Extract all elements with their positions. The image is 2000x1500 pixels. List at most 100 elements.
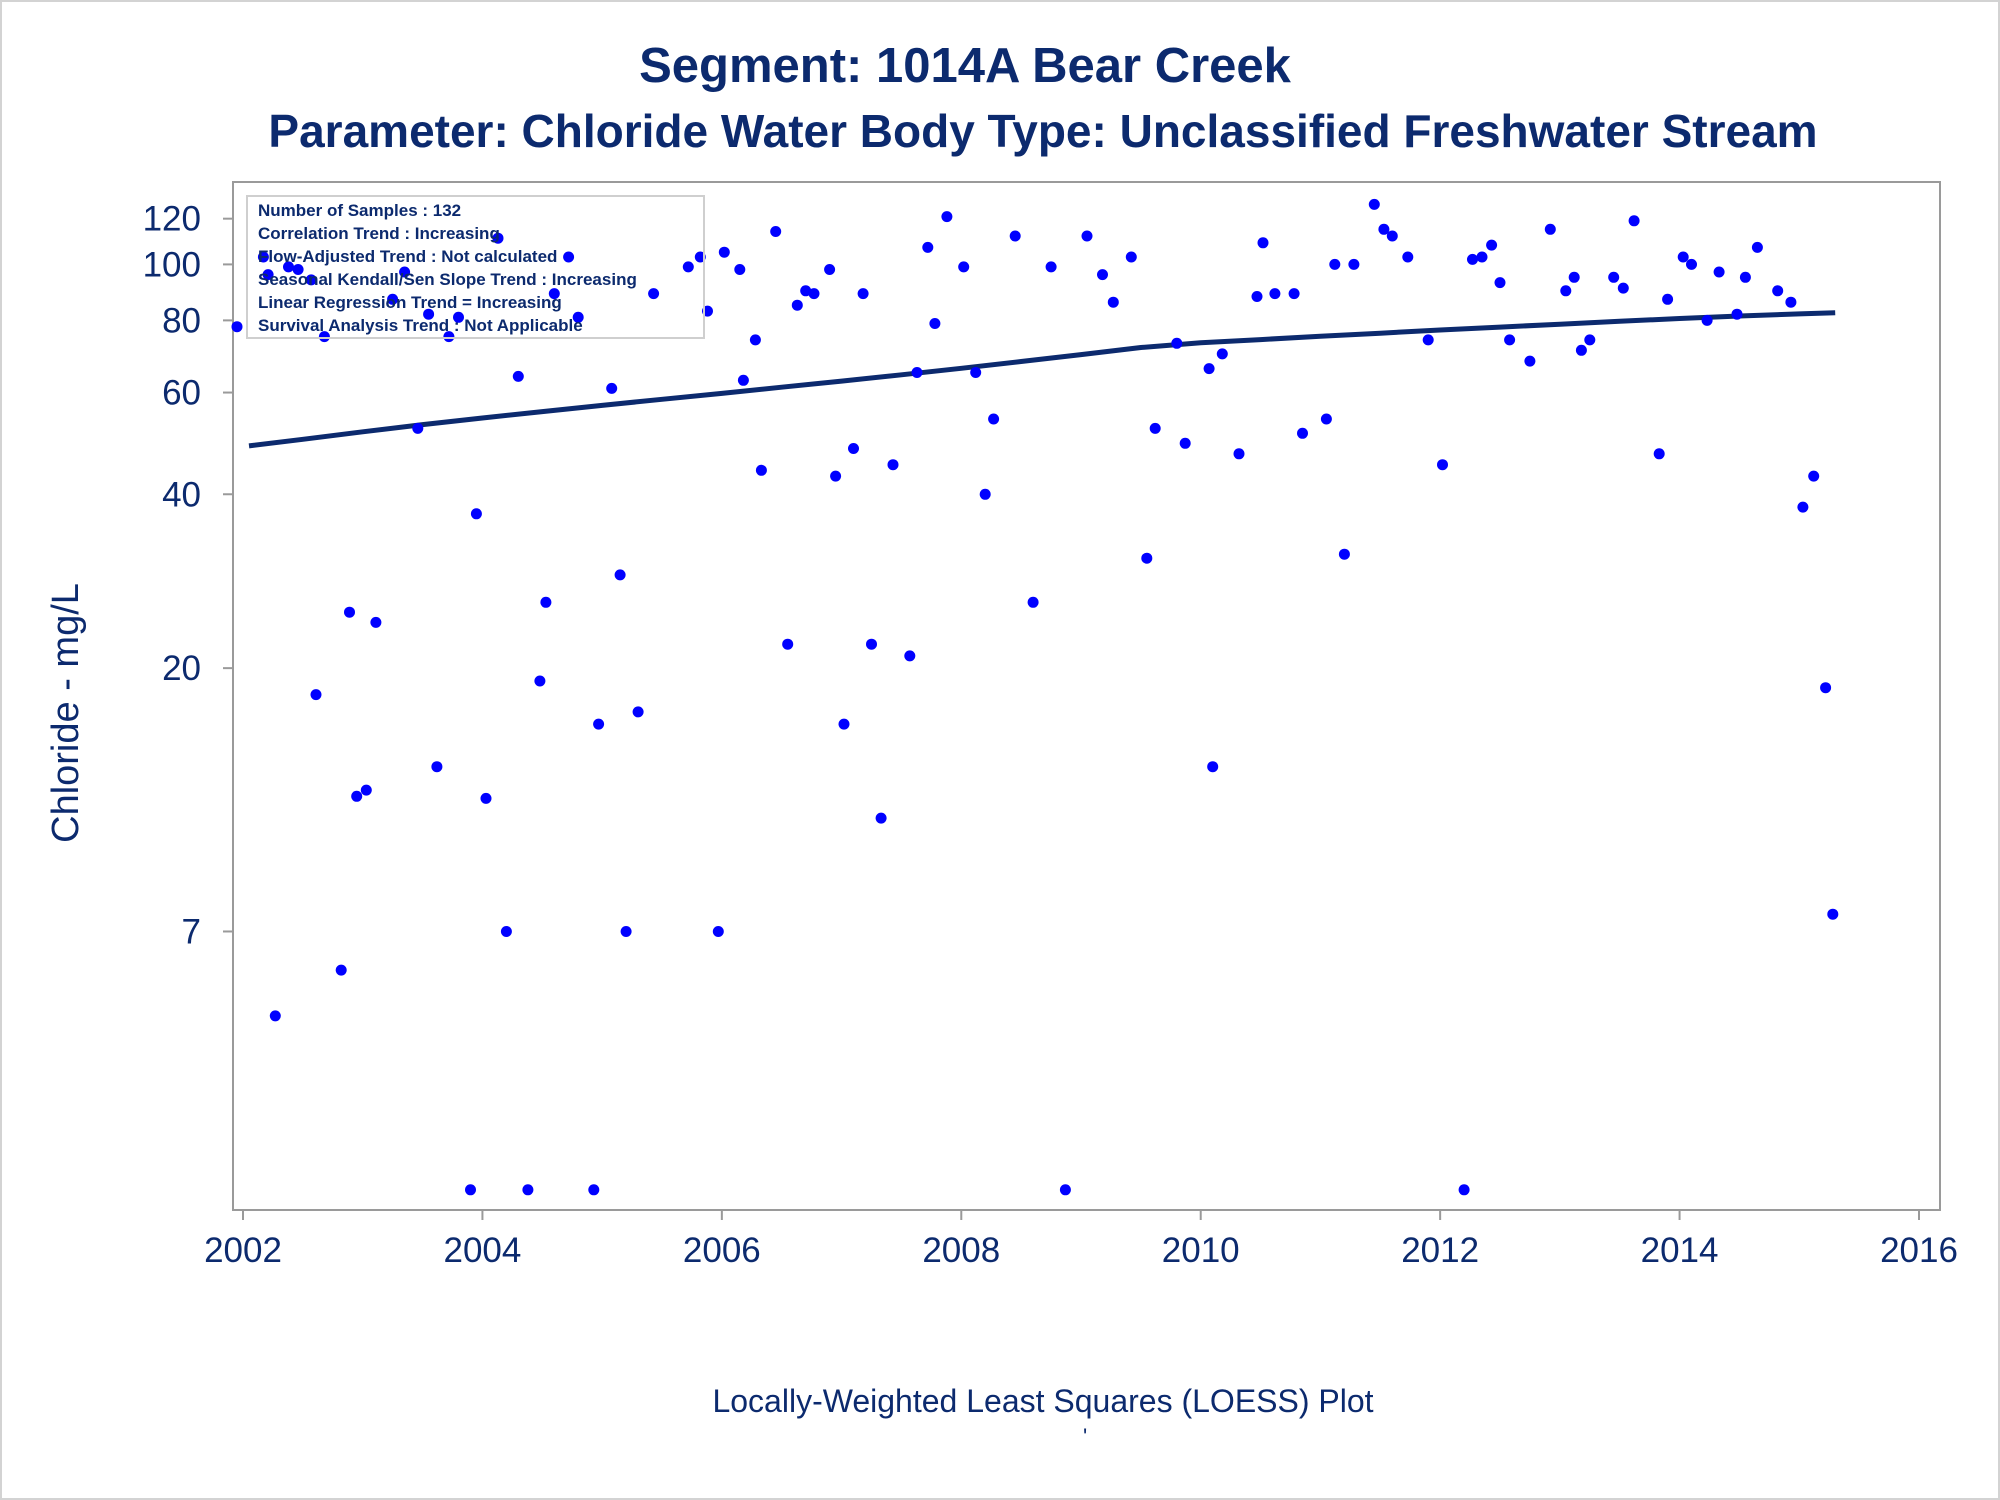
data-point [848, 443, 859, 454]
data-point [360, 784, 372, 796]
loess-line [248, 310, 1836, 449]
data-point [1257, 237, 1269, 249]
data-point [431, 761, 443, 773]
x-tick-label: 2012 [1401, 1231, 1479, 1270]
data-point [1297, 427, 1308, 439]
data-point [1608, 271, 1620, 283]
data-point [563, 251, 575, 263]
data-point [1628, 215, 1640, 227]
data-point [1617, 282, 1629, 294]
data-point [1701, 314, 1713, 326]
data-point [351, 790, 363, 802]
data-point [593, 718, 605, 730]
data-point [614, 569, 626, 581]
data-point [1378, 223, 1390, 235]
data-point [262, 269, 274, 281]
data-point [370, 616, 382, 628]
x-tick-label: 2016 [1880, 1231, 1958, 1270]
x-tick-label: 2006 [683, 1231, 761, 1270]
data-point [1560, 285, 1572, 297]
data-point [1288, 288, 1300, 300]
data-point [824, 264, 836, 275]
data-point [988, 413, 1000, 425]
data-point [904, 650, 916, 662]
data-point [1458, 1184, 1470, 1196]
x-tick-label: 2002 [204, 1231, 282, 1270]
data-point [335, 964, 347, 976]
data-point [1107, 296, 1119, 308]
data-point [1179, 437, 1191, 449]
data-point [1348, 258, 1360, 270]
scatter-points [231, 198, 1839, 1196]
loess-line-series [248, 310, 1836, 449]
data-point [857, 288, 869, 300]
data-point [1125, 251, 1137, 263]
data-point [1739, 271, 1751, 283]
data-point [875, 812, 887, 824]
info-box-line: Survival Analysis Trend : Not Applicable [258, 316, 583, 335]
data-point [305, 274, 317, 286]
x-tick-label: 2014 [1641, 1231, 1719, 1270]
data-point [606, 382, 618, 394]
data-point [492, 232, 504, 244]
data-point [718, 246, 730, 258]
data-point [453, 311, 464, 323]
data-point [443, 331, 455, 343]
data-point [1045, 261, 1057, 273]
data-point [540, 596, 552, 608]
data-point [1568, 271, 1580, 283]
data-point [1524, 355, 1536, 367]
y-tick-label: 7 [182, 912, 201, 951]
data-point [534, 675, 546, 687]
info-box-border [246, 195, 705, 339]
y-tick-label: 80 [162, 301, 201, 340]
x-tick-label: 2004 [443, 1231, 521, 1270]
info-box-line: Number of Samples : 132 [258, 201, 461, 220]
data-point [1203, 363, 1215, 375]
data-point [1731, 308, 1743, 320]
info-box: Number of Samples : 132 Correlation Tren… [246, 195, 705, 339]
data-point [1785, 296, 1797, 308]
data-point [283, 261, 294, 273]
data-point [1009, 230, 1021, 242]
plot-area [232, 181, 1941, 1211]
data-point [310, 689, 322, 701]
data-point [1171, 337, 1183, 349]
y-tick-label: 60 [162, 374, 201, 413]
data-point [1827, 908, 1839, 920]
data-point [1437, 459, 1448, 471]
data-point [1653, 448, 1665, 460]
data-point [1141, 552, 1153, 564]
data-point [866, 638, 877, 650]
data-point [292, 264, 304, 275]
data-point [423, 308, 435, 320]
y-tick-label: 120 [143, 200, 201, 239]
data-point [1027, 596, 1039, 608]
x-tick-label: 2008 [922, 1231, 1000, 1270]
data-point [620, 926, 632, 937]
data-point [922, 241, 934, 253]
data-point [500, 926, 512, 937]
data-point [512, 370, 524, 382]
data-point [1233, 448, 1245, 460]
data-point [941, 211, 953, 223]
data-point [1575, 344, 1587, 356]
data-point [1329, 258, 1341, 270]
data-point [588, 1184, 600, 1196]
data-point [979, 488, 991, 500]
data-point [887, 459, 899, 471]
data-point [465, 1184, 476, 1196]
data-point [632, 706, 644, 718]
y-tick-label: 100 [143, 245, 201, 284]
data-point [344, 606, 355, 618]
x-axis: 2002 2004 2006 2008 2010 2012 2014 2016 [204, 1210, 1958, 1270]
data-point [1504, 334, 1516, 346]
data-point [412, 422, 424, 434]
data-point [1207, 761, 1219, 773]
data-point [791, 299, 803, 311]
data-point [1320, 413, 1332, 425]
data-point [1808, 470, 1820, 482]
data-point [399, 266, 411, 278]
